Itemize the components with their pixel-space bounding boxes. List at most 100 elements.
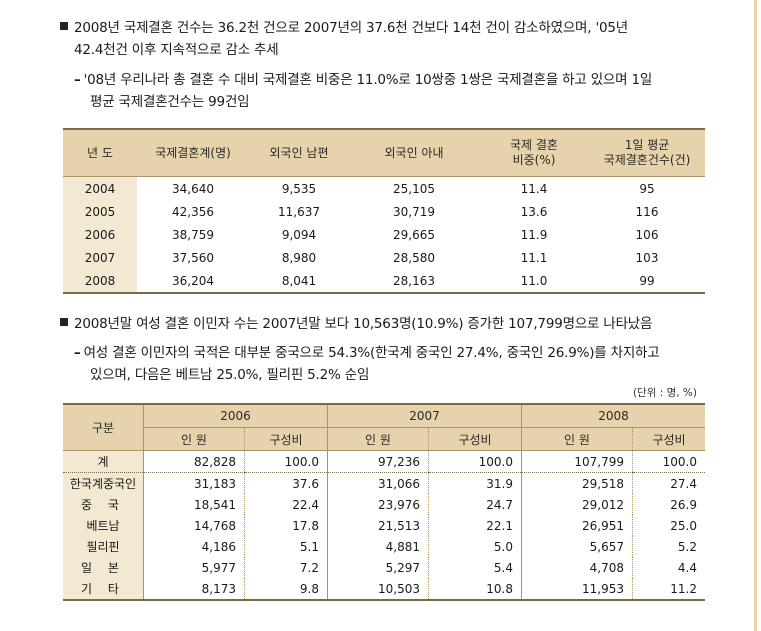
value-cell: 97,236 xyxy=(327,450,429,473)
value-cell: 14,768 xyxy=(143,515,245,536)
table-row: 일 본 5,977 7.2 5,297 5.4 4,708 4.4 xyxy=(63,557,705,578)
value-cell: 36,204 xyxy=(137,269,249,294)
headline-text-2: 42.4천건 이후 지속적으로 감소 추세 xyxy=(74,42,279,58)
note-text-1: 여성 결혼 이민자의 국적은 대부분 중국으로 54.3%(한국계 중국인 27… xyxy=(83,345,660,361)
table-row: 중 국 18,541 22.4 23,976 24.7 29,012 26.9 xyxy=(63,494,705,515)
value-cell: 7.2 xyxy=(244,557,328,578)
square-bullet-icon xyxy=(60,318,68,326)
year-header: 2008 xyxy=(521,403,705,428)
sub-header-row: 인 원 구성비 인 원 구성비 인 원 구성비 xyxy=(63,427,705,451)
value-cell: 5,297 xyxy=(327,557,429,578)
value-cell: 100.0 xyxy=(244,450,328,473)
section1-note-2: 평균 국제결혼건수는 99건임 xyxy=(90,94,250,110)
value-cell: 107,799 xyxy=(521,450,633,473)
table-row: 2008 36,204 8,041 28,163 11.0 99 xyxy=(63,269,705,294)
value-cell: 13.6 xyxy=(520,204,548,219)
section2-headline: 2008년말 여성 결혼 이민자 수는 2007년말 보다 10,563명(10… xyxy=(60,314,652,334)
col-header-wife: 외국인 아내 xyxy=(349,128,479,177)
col-header-husband: 외국인 남편 xyxy=(249,128,349,177)
table-row: 기 타 8,173 9.8 10,503 10.8 11,953 11.2 xyxy=(63,578,705,601)
category-cell: 일 본 xyxy=(63,557,144,578)
sub-header-count: 인 원 xyxy=(521,427,633,451)
value-cell: 11.2 xyxy=(632,578,705,601)
sub-header-count: 인 원 xyxy=(327,427,429,451)
year-header-row: 구분 2006 2007 2008 xyxy=(63,403,705,451)
year-cell: 2005 xyxy=(63,200,137,223)
value-cell: 25.0 xyxy=(632,515,705,536)
year-cell: 2007 xyxy=(63,246,137,269)
dash-bullet-icon: – xyxy=(74,72,81,88)
value-cell: 103 xyxy=(635,250,659,265)
value-cell: 4,186 xyxy=(143,536,245,557)
category-cell: 기 타 xyxy=(63,578,144,601)
section1-headline: 2008년 국제결혼 건수는 36.2천 건으로 2007년의 37.6천 건보… xyxy=(60,18,628,38)
table-row: 베트남 14,768 17.8 21,513 22.1 26,951 25.0 xyxy=(63,515,705,536)
value-cell: 11.4 xyxy=(520,181,548,196)
value-cell: 5.4 xyxy=(428,557,522,578)
sub-header-count: 인 원 xyxy=(143,427,245,451)
headline-text-1: 2008년 국제결혼 건수는 36.2천 건으로 2007년의 37.6천 건보… xyxy=(74,20,628,36)
page-edge-rule xyxy=(754,0,757,631)
value-cell: 5.0 xyxy=(428,536,522,557)
value-cell: 4.4 xyxy=(632,557,705,578)
category-cell: 중 국 xyxy=(63,494,144,515)
section2-note-2: 있으며, 다음은 베트남 25.0%, 필리핀 5.2% 순임 xyxy=(90,367,370,383)
value-cell: 23,976 xyxy=(327,494,429,515)
value-cell: 30,719 xyxy=(393,204,435,219)
note-text-1: '08년 우리나라 총 결혼 수 대비 국제결혼 비중은 11.0%로 10쌍중… xyxy=(83,72,653,88)
value-cell: 11.1 xyxy=(520,250,548,265)
table-row: 2004 34,640 9,535 25,105 11.4 95 xyxy=(63,176,705,200)
section2-note-1: – 여성 결혼 이민자의 국적은 대부분 중국으로 54.3%(한국계 중국인 2… xyxy=(74,343,660,363)
unit-label: (단위 : 명, %) xyxy=(632,387,697,399)
value-cell: 11,953 xyxy=(521,578,633,601)
year-cell: 2008 xyxy=(63,269,137,294)
value-cell: 25,105 xyxy=(393,181,435,196)
year-cell: 2004 xyxy=(63,176,137,200)
value-cell: 4,708 xyxy=(521,557,633,578)
category-cell: 베트남 xyxy=(63,515,144,536)
section1-note-1: – '08년 우리나라 총 결혼 수 대비 국제결혼 비중은 11.0%로 10쌍… xyxy=(74,70,652,90)
value-cell: 22.1 xyxy=(428,515,522,536)
value-cell: 31,183 xyxy=(143,472,245,494)
sub-header-ratio: 구성비 xyxy=(244,427,328,451)
value-cell: 10,503 xyxy=(327,578,429,601)
year-header: 2006 xyxy=(143,403,328,428)
col-header-total: 국제결혼계(명) xyxy=(137,128,249,177)
table-header-row: 년 도 국제결혼계(명) 외국인 남편 외국인 아내 국제 결혼 비중(%) 1… xyxy=(63,128,705,177)
value-cell: 37,560 xyxy=(172,250,214,265)
table-row: 한국계중국인 31,183 37.6 31,066 31.9 29,518 27.4 xyxy=(63,472,705,494)
value-cell: 8,041 xyxy=(249,269,349,294)
value-cell: 10.8 xyxy=(428,578,522,601)
category-cell: 필리핀 xyxy=(63,536,144,557)
value-cell: 99 xyxy=(589,269,705,294)
value-cell: 5.1 xyxy=(244,536,328,557)
value-cell: 17.8 xyxy=(244,515,328,536)
value-cell: 34,640 xyxy=(172,181,214,196)
table-row: 2007 37,560 8,980 28,580 11.1 103 xyxy=(63,246,705,269)
value-cell: 11.9 xyxy=(520,227,548,242)
value-cell: 9,094 xyxy=(281,227,317,242)
table-row: 2006 38,759 9,094 29,665 11.9 106 xyxy=(63,223,705,246)
marriage-immigrant-table: 구분 2006 2007 2008 인 원 구성비 인 원 구성비 인 원 구성… xyxy=(63,403,705,601)
value-cell: 5.2 xyxy=(632,536,705,557)
value-cell: 29,518 xyxy=(521,472,633,494)
value-cell: 24.7 xyxy=(428,494,522,515)
value-cell: 42,356 xyxy=(172,204,214,219)
value-cell: 22.4 xyxy=(244,494,328,515)
year-cell: 2006 xyxy=(63,223,137,246)
value-cell: 28,163 xyxy=(349,269,479,294)
col-header-year: 년 도 xyxy=(63,128,137,177)
table-row: 필리핀 4,186 5.1 4,881 5.0 5,657 5.2 xyxy=(63,536,705,557)
value-cell: 5,657 xyxy=(521,536,633,557)
value-cell: 5,977 xyxy=(143,557,245,578)
year-header: 2007 xyxy=(327,403,522,428)
value-cell: 116 xyxy=(635,204,659,219)
value-cell: 82,828 xyxy=(143,450,245,473)
value-cell: 9,535 xyxy=(281,181,317,196)
dash-bullet-icon: – xyxy=(74,345,81,361)
corner-header: 구분 xyxy=(63,403,144,451)
value-cell: 37.6 xyxy=(244,472,328,494)
value-cell: 31.9 xyxy=(428,472,522,494)
table-row: 계 82,828 100.0 97,236 100.0 107,799 100.0 xyxy=(63,450,705,473)
value-cell: 26.9 xyxy=(632,494,705,515)
